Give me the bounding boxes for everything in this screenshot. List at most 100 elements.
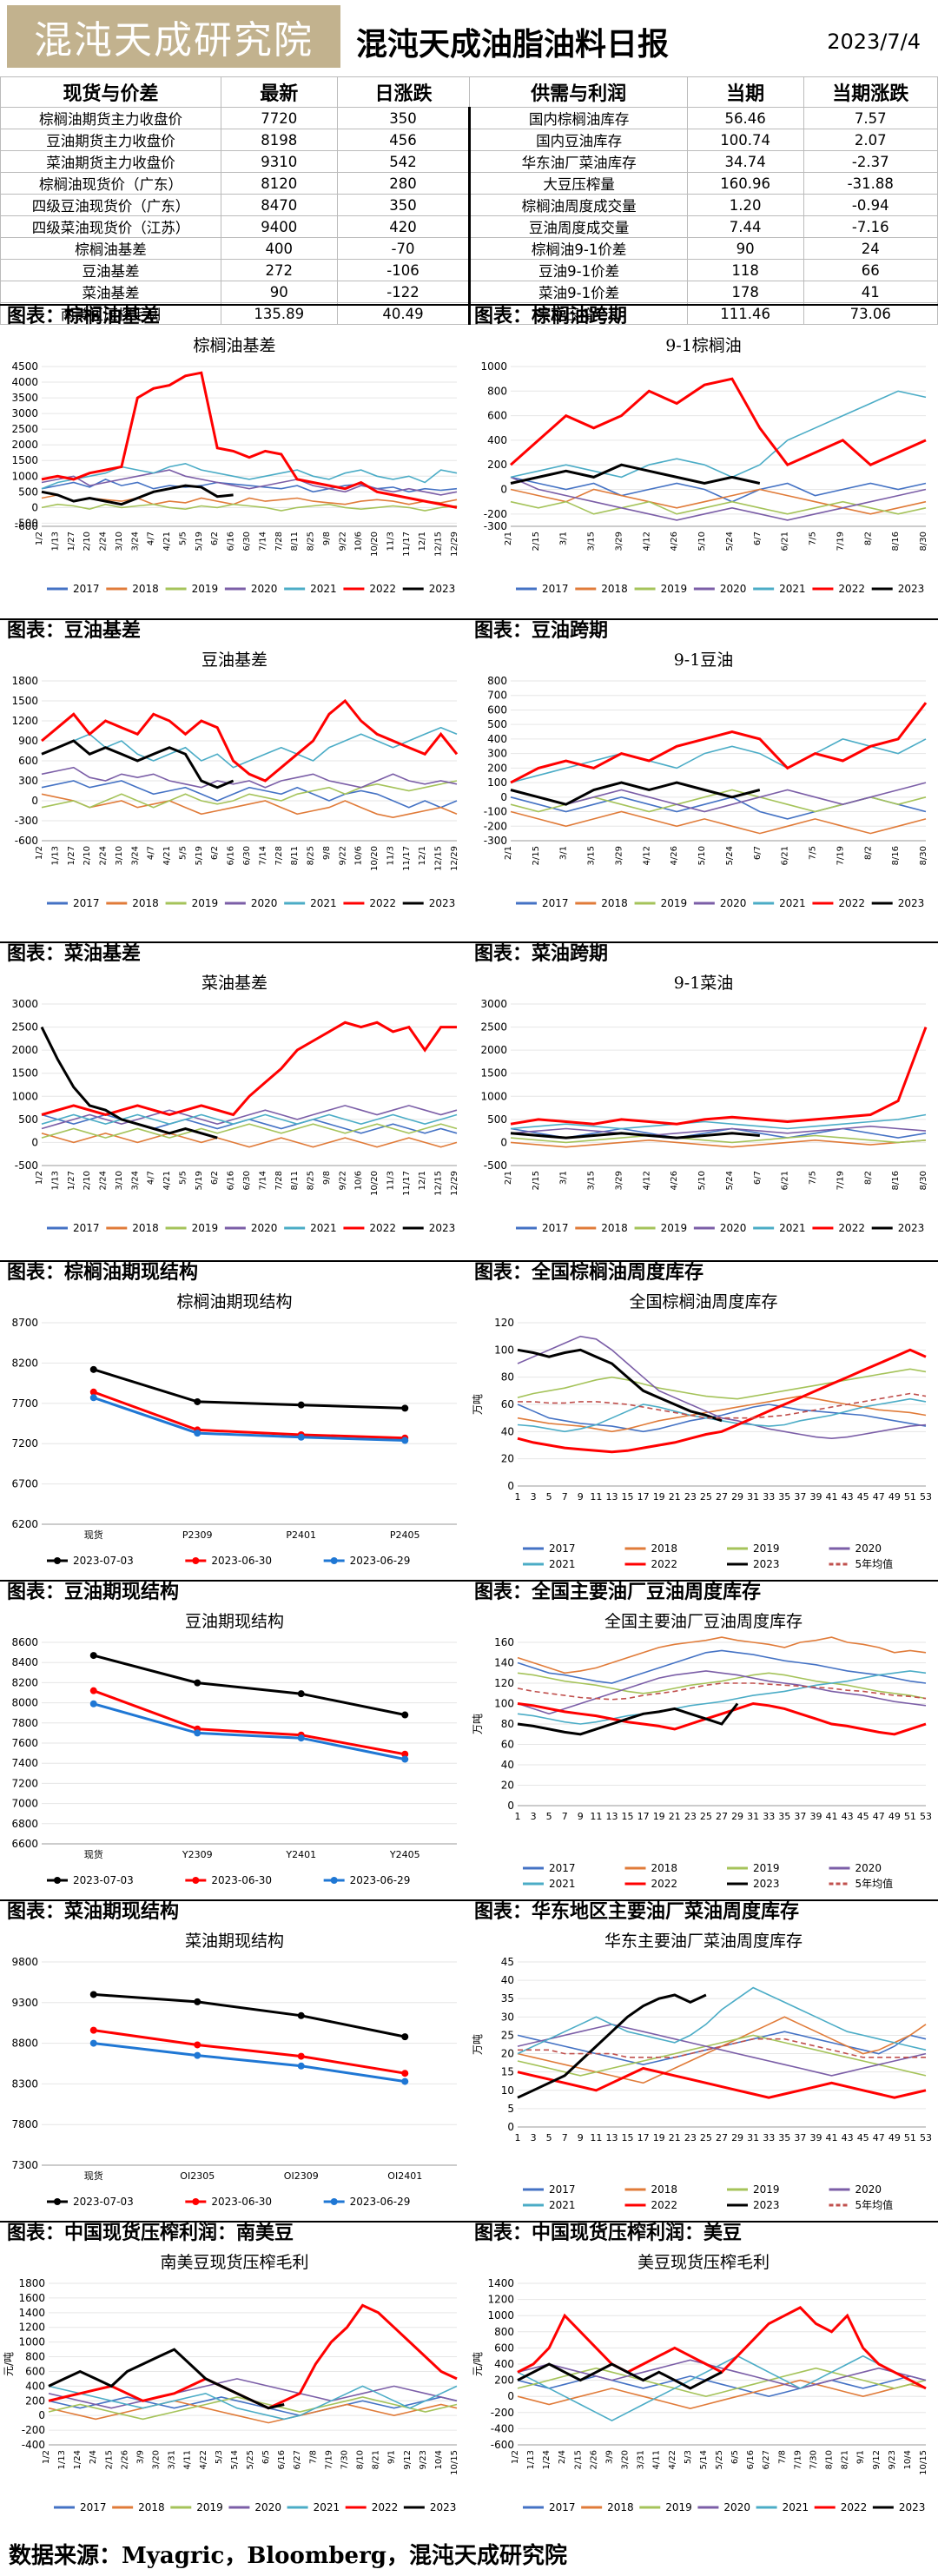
chart-svg-palm-structure: 棕榈油期现结构 8700 8200 7700 7200 6700 6200 现货 P2309 P2…	[11, 1292, 457, 1567]
legend-label: 2023-06-30	[211, 1555, 272, 1567]
series-line-2020	[41, 1105, 458, 1130]
series-line-2017	[41, 780, 458, 809]
y-tick-label: 700	[487, 690, 507, 702]
table-cell: 华东油厂菜油库存	[468, 150, 688, 173]
y-tick-label: 80	[501, 1718, 514, 1730]
y-tick-label: 400	[494, 2358, 514, 2370]
x-tick-label: 9/23	[888, 2450, 897, 2469]
table-cell: -7.16	[803, 215, 938, 238]
x-tick-label: 7/14	[258, 1171, 268, 1190]
y-tick-label: 800	[25, 2351, 45, 2363]
x-tick-label: 41	[826, 1811, 838, 1822]
table-cell: 美豆压榨毛利	[468, 302, 688, 325]
table-cell: 7.44	[686, 215, 804, 238]
x-tick-label: 43	[842, 1491, 854, 1503]
section-title-left: 图表：豆油期现结构	[7, 1581, 180, 1603]
legend-label: 2023	[899, 2501, 926, 2513]
table-cell: 90	[686, 237, 804, 260]
chart-svg-palm-basis: 棕榈油基差 4500 4000 3500 3000 2500 2000 1500 1000 500…	[11, 336, 459, 595]
data-point	[89, 1394, 97, 1402]
y-tick-label: 1200	[11, 715, 38, 727]
table-cell: 1.20	[686, 194, 804, 216]
x-tick-label: 2/26	[589, 2450, 598, 2469]
x-tick-label: 21	[669, 1811, 681, 1822]
table-body: 棕榈油期货主力收盘价 7720 350 国内棕榈油库存 56.46 7.57 豆油期货主力收…	[0, 107, 938, 325]
x-tick-label: 13	[605, 1491, 618, 1503]
y-axis-label: 元/吨	[472, 2352, 484, 2376]
section-divider	[0, 1260, 938, 1262]
series-line-2019	[510, 1134, 927, 1144]
series-line-2021	[510, 1113, 927, 1130]
page-title: 混沌天成油脂油料日报	[356, 26, 670, 63]
y-tick-label: 8300	[11, 2077, 38, 2090]
x-tick-label: 6/2	[210, 1171, 220, 1185]
y-tick-label: 600	[487, 703, 507, 716]
x-tick-label: 13	[605, 1811, 618, 1822]
series-line-2019	[41, 1123, 458, 1139]
legend-label: 2021	[310, 1222, 337, 1234]
legend-label: 2018	[132, 1222, 159, 1234]
x-tick-label: 19	[653, 2132, 665, 2143]
y-tick-label: -400	[22, 2439, 45, 2451]
data-point	[297, 2052, 305, 2060]
legend-label: 2021	[549, 2199, 576, 2211]
x-tick-label: Y2405	[389, 1849, 420, 1860]
series-line-2022	[510, 377, 927, 467]
series-line-2021	[510, 738, 927, 783]
x-tick-label: 5/10	[697, 532, 707, 551]
table-row: 四级豆油现货价（广东） 8470 350 棕榈油周度成交量 1.20 -0.94	[0, 194, 938, 216]
x-tick-label: 4/7	[147, 846, 156, 860]
legend-marker	[192, 2198, 200, 2205]
legend-label: 2017	[549, 2501, 576, 2513]
section-title-right: 图表：全国棕榈油周度库存	[474, 1261, 704, 1284]
x-tick-label: 21	[669, 2132, 681, 2143]
legend-label: 2017	[542, 583, 569, 595]
legend-label: 2017	[549, 1542, 576, 1555]
data-point	[194, 1679, 201, 1687]
legend-label: 2022	[651, 1878, 678, 1890]
y-tick-label: 8700	[11, 1317, 38, 1329]
legend-label: 2022	[372, 2501, 399, 2513]
x-tick-label: 1	[515, 2132, 521, 2143]
series-line-2018	[41, 793, 458, 819]
legend-label: 2022	[651, 1558, 678, 1570]
table-cell: 350	[336, 194, 471, 216]
y-tick-label: 0	[507, 1480, 514, 1492]
x-tick-label: 43	[842, 1811, 854, 1822]
chart-palm-structure: 棕榈油期现结构 8700 8200 7700 7200 6700 6200 现货 P2309 P2…	[0, 1285, 469, 1575]
legend-label: 2023	[898, 583, 925, 595]
table-cell: 40.49	[336, 302, 471, 325]
table-cell: 100.74	[686, 129, 804, 151]
legend-label: 2017	[73, 1222, 100, 1234]
chart-title: 棕榈油期现结构	[176, 1292, 292, 1311]
y-tick-label: 10	[501, 2084, 514, 2097]
y-tick-label: 40	[501, 1425, 514, 1437]
x-tick-label: 4/26	[670, 846, 679, 865]
legend-label: 2020	[720, 897, 747, 909]
y-tick-label: 3500	[11, 392, 38, 404]
x-tick-label: 5/5	[178, 532, 188, 545]
data-point	[194, 1430, 201, 1437]
series-line-2018	[41, 1132, 458, 1148]
legend-label: 2018	[132, 897, 159, 909]
y-tick-label: -300	[484, 520, 507, 532]
table-cell: 国内豆油库存	[468, 129, 688, 151]
x-tick-label: 4/22	[199, 2450, 208, 2469]
x-tick-label: 31	[747, 1491, 759, 1503]
y-tick-label: 2000	[11, 439, 38, 451]
x-tick-label: 5/24	[725, 532, 735, 551]
series-line-2023	[517, 1702, 739, 1736]
x-tick-label: 7/19	[836, 1171, 845, 1190]
section-title-left: 图表：豆油基差	[7, 619, 142, 642]
legend-label: 2017	[549, 1862, 576, 1874]
x-tick-label: 1/2	[35, 846, 44, 860]
x-tick-label: 12/15	[434, 1171, 444, 1196]
x-tick-label: 2/10	[83, 846, 92, 865]
x-tick-label: 39	[809, 1811, 822, 1822]
x-tick-label: 11/3	[386, 532, 395, 551]
x-tick-label: 11	[590, 1811, 602, 1822]
x-tick-label: 19	[653, 1811, 665, 1822]
x-tick-label: 7	[562, 2132, 568, 2143]
legend-label: 2023-06-30	[211, 2196, 272, 2208]
y-tick-label: 1000	[487, 2309, 514, 2322]
